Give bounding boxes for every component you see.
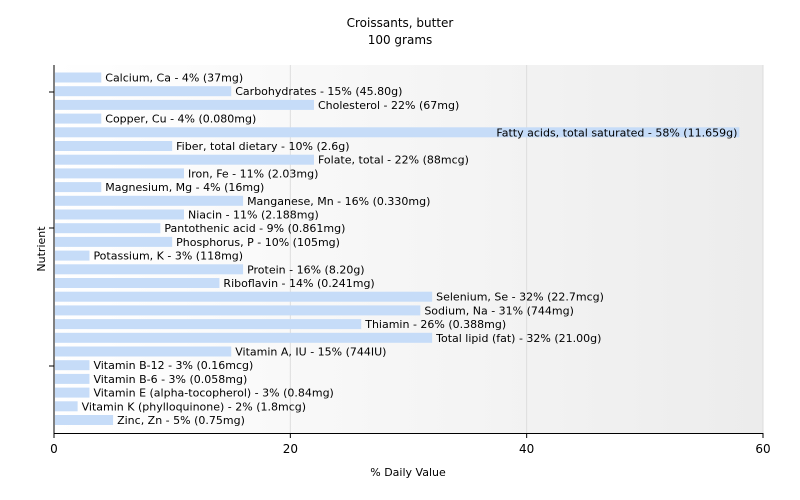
bar-value-label: Calcium, Ca - 4% (37mg) [105,72,243,85]
bar-value-label: Vitamin E (alpha-tocopherol) - 3% (0.84m… [93,387,333,400]
y-axis-ticks [49,91,54,367]
bar-value-label: Copper, Cu - 4% (0.080mg) [105,113,256,126]
bar-value-label: Fiber, total dietary - 10% (2.6g) [176,140,349,153]
bar-value-label: Niacin - 11% (2.188mg) [188,209,319,222]
bar [55,154,314,165]
bar [55,195,244,206]
chart-subtitle: 100 grams [368,33,433,47]
plot-area [54,65,763,433]
bar [55,223,161,234]
bar [55,373,90,384]
bar [55,332,433,343]
bar [55,387,90,398]
bar [55,86,232,97]
x-axis-ticks: 0 20 40 60 [50,433,771,456]
bar-value-label: Pantothenic acid - 9% (0.861mg) [164,222,345,235]
bar-value-label: Iron, Fe - 11% (2.03mg) [188,167,318,180]
bar [55,346,232,357]
y-axis-label: Nutrient [35,226,48,272]
bar [55,250,90,261]
bar-value-label: Carbohydrates - 15% (45.80g) [235,85,402,98]
bar [55,264,244,275]
bar-value-label: Magnesium, Mg - 4% (16mg) [105,181,264,194]
bar-value-label: Phosphorus, P - 10% (105mg) [176,236,340,249]
bar-value-label: Vitamin B-12 - 3% (0.16mcg) [93,359,253,372]
bar [55,319,362,330]
bar-value-label: Manganese, Mn - 16% (0.330mg) [247,195,430,208]
bar-value-label: Vitamin K (phylloquinone) - 2% (1.8mcg) [82,400,306,413]
bar [55,182,102,193]
x-axis-label: % Daily Value [370,466,446,479]
bar [55,291,433,302]
bar [55,401,78,412]
x-tick-label: 0 [50,442,58,456]
bar-value-label: Zinc, Zn - 5% (0.75mg) [117,414,245,427]
bar-value-label: Folate, total - 22% (88mcg) [318,154,469,167]
bar [55,360,90,371]
bar-value-label: Riboflavin - 14% (0.241mg) [223,277,374,290]
x-tick-label: 20 [283,442,298,456]
bar-value-label: Potassium, K - 3% (118mg) [93,250,243,263]
bar-value-label: Total lipid (fat) - 32% (21.00g) [435,332,601,345]
bar-labels: Calcium, Ca - 4% (37mg)Carbohydrates - 1… [82,72,738,428]
x-tick-label: 40 [519,442,534,456]
bar [55,209,184,220]
bar [55,236,173,247]
bar [55,113,102,124]
bar-value-label: Selenium, Se - 32% (22.7mcg) [436,291,604,304]
chart-title: Croissants, butter [347,16,454,30]
x-tick-label: 60 [755,442,770,456]
bar-value-label: Vitamin B-6 - 3% (0.058mg) [93,373,247,386]
gridlines [289,65,764,433]
axes [53,65,763,434]
bars [55,72,740,425]
bar-value-label: Sodium, Na - 31% (744mg) [424,304,574,317]
bar [55,168,184,179]
bar [55,141,173,151]
bar-value-label: Thiamin - 26% (0.388mg) [364,318,506,331]
bar [55,72,102,83]
bar [55,99,314,110]
bar [55,415,114,425]
bar-value-label: Fatty acids, total saturated - 58% (11.6… [496,126,737,139]
bar [55,278,220,288]
bar-value-label: Protein - 16% (8.20g) [247,263,365,276]
bar [55,127,740,138]
bar-value-label: Vitamin A, IU - 15% (744IU) [235,346,386,359]
bar [55,305,421,316]
bar-value-label: Cholesterol - 22% (67mg) [318,99,459,112]
